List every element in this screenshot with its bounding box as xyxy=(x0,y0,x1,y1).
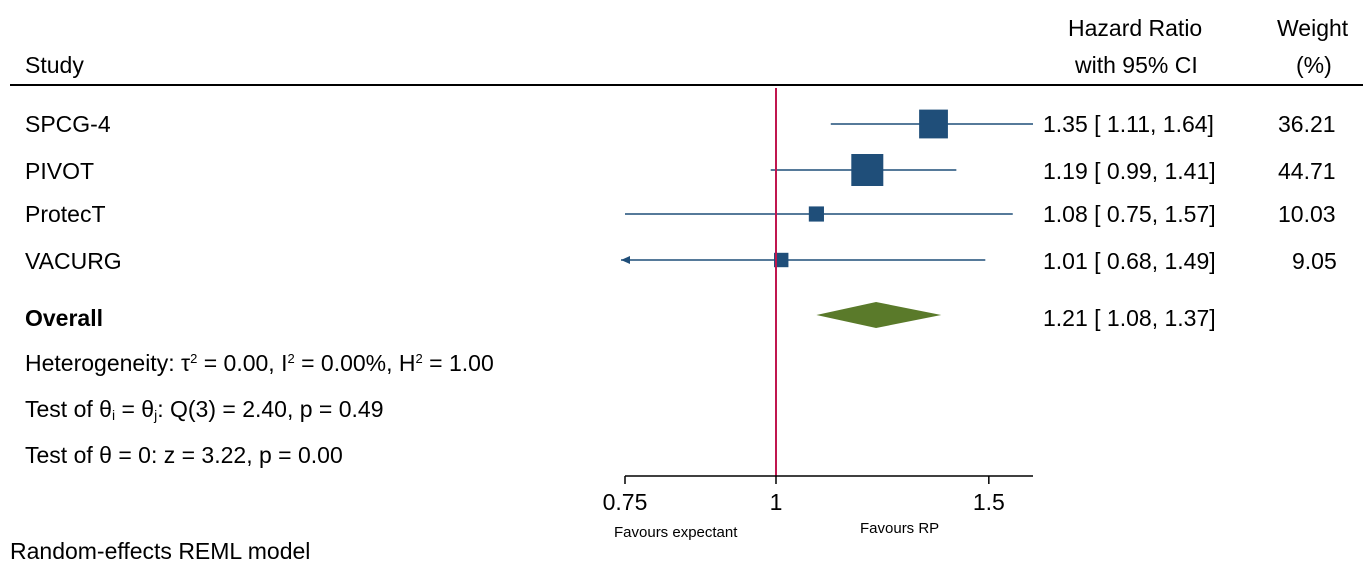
overall-diamond xyxy=(816,302,942,328)
ci-text-overall: 1.21 [ 1.08, 1.37] xyxy=(1043,305,1216,331)
weight-column-header-line2: (%) xyxy=(1296,52,1332,78)
x-tick-label: 0.75 xyxy=(603,489,648,515)
weight-vacurg: 9.05 xyxy=(1292,248,1337,274)
ci-text-spcg4: 1.35 [ 1.11, 1.64] xyxy=(1043,111,1214,137)
marker-vacurg xyxy=(774,252,789,268)
heterogeneity-stats: Heterogeneity: τ2 = 0.00, I2 = 0.00%, H2… xyxy=(25,350,494,376)
overall-effect-test: Test of θ = 0: z = 3.22, p = 0.00 xyxy=(25,442,343,468)
overall-label: Overall xyxy=(25,305,103,331)
ci-text-protect: 1.08 [ 0.75, 1.57] xyxy=(1043,201,1216,227)
marker-protect xyxy=(808,206,824,222)
weight-column-header-line1: Weight xyxy=(1277,15,1349,41)
study-name-protect: ProtecT xyxy=(25,201,106,227)
study-name-spcg4: SPCG-4 xyxy=(25,111,111,137)
effect-column-header-line2: with 95% CI xyxy=(1075,52,1198,78)
study-column-header: Study xyxy=(25,52,84,78)
effect-column-header-line1: Hazard Ratio xyxy=(1068,15,1203,41)
marker-pivot xyxy=(851,154,884,186)
x-tick-label: 1 xyxy=(770,489,783,515)
study-name-vacurg: VACURG xyxy=(25,248,122,274)
model-footnote: Random-effects REML model xyxy=(10,538,311,564)
weight-pivot: 44.71 xyxy=(1278,158,1336,184)
ci-text-pivot: 1.19 [ 0.99, 1.41] xyxy=(1043,158,1216,184)
weight-protect: 10.03 xyxy=(1278,201,1336,227)
favours-left-label: Favours expectant xyxy=(614,524,738,541)
favours-right-label: Favours RP xyxy=(860,520,940,537)
study-name-pivot: PIVOT xyxy=(25,158,95,184)
marker-spcg4 xyxy=(919,109,948,139)
ci-arrow-vacurg xyxy=(621,256,630,264)
ci-text-vacurg: 1.01 [ 0.68, 1.49] xyxy=(1043,248,1216,274)
weight-spcg4: 36.21 xyxy=(1278,111,1336,137)
homogeneity-test: Test of θi = θj: Q(3) = 2.40, p = 0.49 xyxy=(25,396,384,423)
x-tick-label: 1.5 xyxy=(973,489,1005,515)
